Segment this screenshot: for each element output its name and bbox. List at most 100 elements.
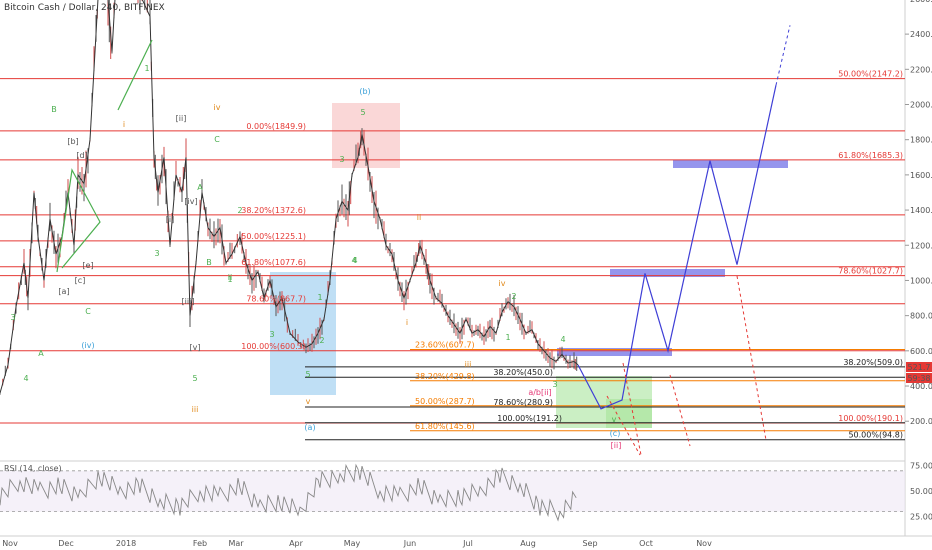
time-label: 2018 bbox=[116, 539, 136, 548]
time-label: Nov bbox=[696, 539, 712, 548]
target-box-1 bbox=[673, 160, 788, 168]
wave-label: 4 bbox=[351, 256, 356, 265]
wave-label: 1 bbox=[505, 333, 510, 342]
wave-label: 3 bbox=[10, 313, 15, 322]
price-tick-label: 1000.0 bbox=[910, 276, 932, 285]
alt-projection bbox=[736, 275, 767, 441]
wave-label: C bbox=[214, 135, 220, 144]
wave-label: [c] bbox=[75, 276, 86, 285]
time-label: Nov bbox=[2, 539, 18, 548]
wave-label: 4 bbox=[560, 335, 565, 344]
time-label: Sep bbox=[582, 539, 597, 548]
fib-label: 61.80%(145.6) bbox=[415, 422, 475, 431]
price-tick-label: 2400.0 bbox=[910, 30, 932, 39]
wave-label: iii bbox=[192, 405, 199, 414]
fib-label: 100.00%(190.1) bbox=[838, 414, 903, 423]
fib-label: 23.60%(607.7) bbox=[415, 340, 475, 349]
fib-label: 50.00%(2147.2) bbox=[838, 70, 903, 79]
wave-label: a/b[ii] bbox=[528, 388, 551, 397]
fib-label: 38.20%(1372.6) bbox=[241, 206, 306, 215]
price-tick-label: 800.0 bbox=[910, 312, 932, 321]
last-price: 521.7 bbox=[908, 363, 931, 372]
price-tick-label: 2200.0 bbox=[910, 65, 932, 74]
target-box-3 bbox=[557, 348, 672, 356]
rsi-tick-label: 75.0000 bbox=[910, 462, 932, 471]
target-box-2 bbox=[610, 269, 725, 277]
time-label: Aug bbox=[520, 539, 536, 548]
wave-label: [b] bbox=[67, 137, 78, 146]
projection-path bbox=[577, 84, 777, 410]
wave-label: 2 bbox=[511, 292, 516, 301]
fib-label: 50.00%(287.7) bbox=[415, 397, 475, 406]
time-label: Jun bbox=[403, 539, 417, 548]
wave-label: [e] bbox=[82, 261, 93, 270]
wave-label: 5 bbox=[305, 370, 310, 379]
wave-label: 5 bbox=[360, 108, 365, 117]
countdown-badge bbox=[906, 373, 932, 383]
wave-label: [i] bbox=[166, 215, 174, 224]
wave-a-zone bbox=[270, 272, 336, 395]
wave-label: 2 bbox=[319, 336, 324, 345]
wave-label: ii bbox=[417, 213, 421, 222]
wave-label: A bbox=[38, 349, 44, 358]
wave-label: (c) bbox=[610, 429, 621, 438]
fib-label: 50.00%(94.8) bbox=[848, 431, 903, 440]
wave-label: [v] bbox=[190, 343, 201, 352]
wave-label: 1 bbox=[227, 275, 232, 284]
wave-label: B bbox=[51, 105, 57, 114]
wave-label: [iv] bbox=[184, 197, 197, 206]
fib-label: 78.60%(280.9) bbox=[493, 398, 553, 407]
fib-label: 61.80%(1685.3) bbox=[838, 151, 903, 160]
alt-projection bbox=[622, 362, 642, 456]
wave-label: [a] bbox=[58, 287, 69, 296]
rsi-tick-label: 25.0000 bbox=[910, 513, 932, 522]
wave-label: B bbox=[206, 258, 212, 267]
wave-label: 5 bbox=[192, 374, 197, 383]
time-label: Apr bbox=[289, 539, 304, 548]
fib-label: 100.00%(191.2) bbox=[497, 414, 562, 423]
wave-label: C bbox=[85, 307, 91, 316]
price-tick-label: 200.0 bbox=[910, 417, 932, 426]
alt-projection bbox=[606, 395, 641, 456]
time-label: Feb bbox=[193, 539, 207, 548]
price-series bbox=[0, 0, 579, 394]
alt-projection bbox=[669, 374, 691, 447]
wave-label: ii bbox=[228, 273, 232, 282]
time-label: Dec bbox=[58, 539, 73, 548]
price-tick-label: 1600.0 bbox=[910, 171, 932, 180]
fib-label: 0.00%(1849.9) bbox=[246, 122, 306, 131]
time-label: Jul bbox=[462, 539, 473, 548]
countdown: 59:38 bbox=[907, 374, 930, 383]
price-tick-label: 1800.0 bbox=[910, 136, 932, 145]
time-label: May bbox=[344, 539, 361, 548]
wave-label: 4 bbox=[352, 256, 357, 265]
projection-extension bbox=[775, 25, 791, 86]
price-tick-label: 2600.0 bbox=[910, 0, 932, 4]
wave-label: [ii] bbox=[611, 441, 622, 450]
fib-label: 78.60%(1027.7) bbox=[838, 267, 903, 276]
rsi-line bbox=[0, 463, 577, 522]
fib-label: 38.20%(509.0) bbox=[843, 358, 903, 367]
wave-label: 3 bbox=[552, 380, 557, 389]
wave-label: A bbox=[197, 183, 203, 192]
fib-label: 61.80%(1077.6) bbox=[241, 258, 306, 267]
wave-label: (b) bbox=[359, 87, 370, 96]
rsi-band bbox=[0, 470, 905, 512]
wave-label: [ii] bbox=[176, 114, 187, 123]
wave-label: [d] bbox=[76, 151, 87, 160]
trend-line bbox=[117, 39, 153, 111]
price-tick-label: 2000.0 bbox=[910, 101, 932, 110]
fib-label: 38.20%(450.0) bbox=[493, 368, 553, 377]
wave-label: i bbox=[406, 318, 408, 327]
fib-label: 100.00%(600.3) bbox=[241, 342, 306, 351]
wave-label: 2 bbox=[237, 206, 242, 215]
wave-label: iv bbox=[214, 103, 221, 112]
wave-label: 3 bbox=[269, 330, 274, 339]
wave-label: iii bbox=[465, 360, 472, 369]
wave-label: 1 bbox=[144, 64, 149, 73]
rsi-tick-label: 50.0000 bbox=[910, 487, 932, 496]
wave-label: 3 bbox=[154, 249, 159, 258]
wave-label: 3 bbox=[339, 155, 344, 164]
wave-label: i bbox=[123, 120, 125, 129]
